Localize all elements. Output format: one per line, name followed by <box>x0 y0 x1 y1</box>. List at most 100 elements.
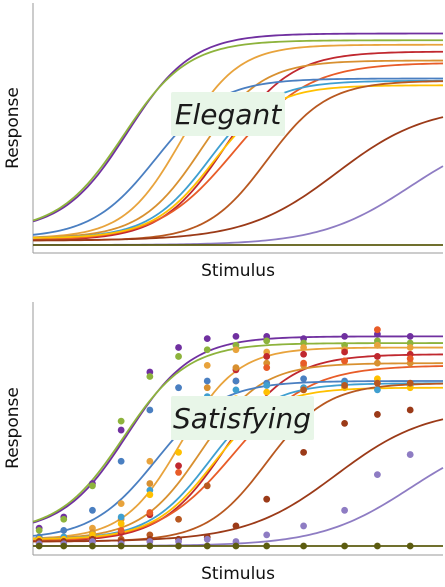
data-point <box>374 341 381 349</box>
data-point <box>406 344 414 351</box>
series-curve-5 <box>32 59 443 239</box>
data-point <box>175 542 182 550</box>
data-point <box>203 384 211 392</box>
data-point <box>374 471 381 479</box>
data-point <box>175 515 182 523</box>
data-point <box>300 359 307 367</box>
data-point <box>300 386 307 394</box>
x-axis-title: Stimulus <box>201 261 275 281</box>
data-point <box>35 542 43 550</box>
data-point <box>374 326 381 334</box>
data-point <box>406 355 414 363</box>
data-point <box>60 542 68 550</box>
data-point <box>300 448 307 456</box>
series-curve-1 <box>32 335 443 524</box>
annotation-text: Satisfying <box>173 402 311 435</box>
data-point <box>263 495 271 503</box>
data-point <box>146 509 154 516</box>
data-point <box>232 332 240 340</box>
data-point <box>406 379 414 387</box>
data-point <box>406 542 414 550</box>
data-point <box>263 364 271 371</box>
data-point <box>374 386 381 394</box>
x-axis-title: Stimulus <box>201 564 275 584</box>
data-point <box>263 542 271 550</box>
series-curve-1 <box>32 32 443 223</box>
data-point <box>300 542 307 550</box>
annotation-badge: Satisfying <box>171 396 314 440</box>
data-point <box>35 526 43 534</box>
data-point <box>232 377 240 385</box>
data-point <box>341 348 348 356</box>
data-point <box>263 353 271 360</box>
data-point <box>263 382 271 389</box>
data-point <box>300 522 307 530</box>
data-point <box>300 344 307 351</box>
data-point <box>341 542 348 550</box>
data-point <box>263 337 271 345</box>
data-point <box>146 457 154 465</box>
data-point <box>203 361 211 369</box>
y-axis-title: Response <box>3 387 23 469</box>
data-point <box>203 335 211 343</box>
data-point <box>89 482 96 490</box>
data-point <box>175 462 182 470</box>
data-point <box>300 375 307 383</box>
data-point <box>203 482 211 490</box>
series-curve-3 <box>32 43 443 239</box>
data-point <box>374 379 381 387</box>
data-point <box>341 382 348 389</box>
data-point <box>374 359 381 367</box>
data-point <box>175 384 182 392</box>
data-point <box>232 542 240 550</box>
point-group <box>35 326 414 550</box>
data-point <box>175 353 182 360</box>
elegant-chart-panel: Elegant Stimulus Response <box>3 3 444 281</box>
data-point <box>117 500 125 508</box>
data-point <box>117 426 125 434</box>
data-point <box>232 364 240 371</box>
data-point <box>341 506 348 514</box>
data-point <box>232 346 240 354</box>
data-point <box>341 357 348 365</box>
data-point <box>146 542 154 550</box>
data-point <box>146 491 154 499</box>
annotation-badge-bg <box>171 92 285 136</box>
data-point <box>203 542 211 550</box>
data-point <box>146 406 154 414</box>
data-point <box>146 480 154 487</box>
data-point <box>341 419 348 427</box>
data-point <box>117 457 125 465</box>
data-point <box>374 542 381 550</box>
data-point <box>175 448 182 456</box>
data-point <box>117 526 125 534</box>
data-point <box>232 522 240 530</box>
data-point <box>175 344 182 351</box>
data-point <box>203 346 211 354</box>
data-point <box>117 542 125 550</box>
data-point <box>203 377 211 385</box>
annotation-text: Elegant <box>175 98 282 131</box>
data-point <box>117 417 125 425</box>
data-point <box>117 513 125 521</box>
data-point <box>263 531 271 539</box>
data-point <box>175 469 182 476</box>
data-point <box>300 350 307 358</box>
data-point <box>232 386 240 394</box>
data-point <box>374 353 381 360</box>
satisfying-chart-panel: Satisfying Stimulus Response <box>3 302 444 584</box>
data-point <box>60 515 68 523</box>
data-point <box>263 388 271 396</box>
annotation-badge-bg <box>171 396 314 440</box>
curve-group <box>32 32 444 246</box>
series-curve-11 <box>32 116 444 242</box>
data-point <box>146 373 154 380</box>
data-point <box>203 535 211 543</box>
data-point <box>406 406 414 414</box>
data-point <box>89 542 96 550</box>
data-point <box>89 506 96 514</box>
series-curve-2 <box>32 39 443 222</box>
data-point <box>374 411 381 418</box>
